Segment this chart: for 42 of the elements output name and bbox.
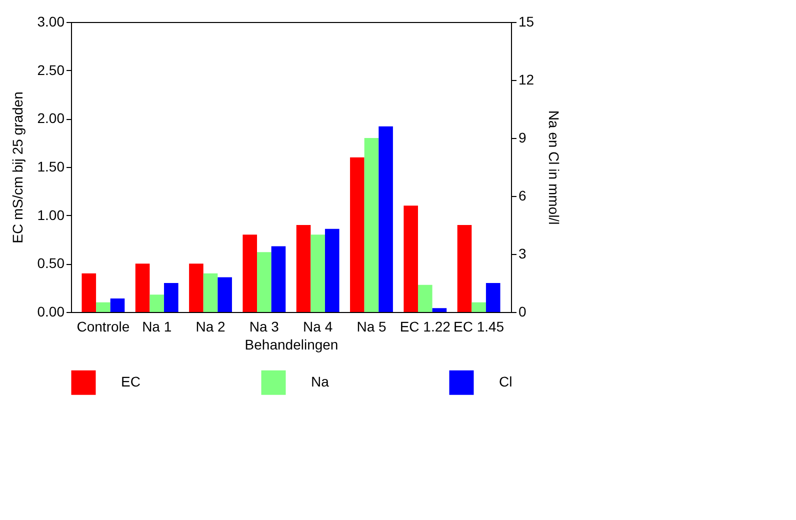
y2-tick-label: 3 bbox=[518, 246, 526, 262]
bar bbox=[82, 273, 96, 312]
x-tick-label: EC 1.22 bbox=[400, 318, 451, 334]
bar bbox=[404, 206, 418, 312]
bar bbox=[324, 228, 340, 312]
bar bbox=[418, 284, 432, 312]
x-tick-label: EC 1.45 bbox=[454, 318, 504, 334]
y-tick-label: 1.50 bbox=[37, 158, 65, 174]
bar bbox=[457, 225, 472, 312]
x-tick-label: Na 3 bbox=[249, 318, 280, 334]
bar bbox=[218, 277, 232, 312]
bar bbox=[378, 126, 393, 312]
x-tick-label: Na 5 bbox=[356, 318, 386, 334]
y-tick-label: 2.00 bbox=[37, 110, 65, 126]
y-tick-label: 2.50 bbox=[37, 62, 65, 78]
bar bbox=[164, 283, 178, 312]
legend-label: Cl bbox=[499, 374, 512, 390]
y-tick-label: 1.00 bbox=[37, 206, 65, 223]
legend-label: EC bbox=[121, 374, 140, 390]
bar bbox=[486, 283, 500, 312]
y2-tick-label: 15 bbox=[518, 14, 534, 30]
y2-tick-label: 12 bbox=[518, 72, 534, 88]
y-tick-label: 0.50 bbox=[37, 255, 65, 272]
bar bbox=[96, 302, 110, 312]
x-tick-label: Controle bbox=[76, 318, 130, 334]
bar bbox=[432, 308, 447, 312]
x-axis-title: Behandelingen bbox=[244, 336, 338, 352]
bar bbox=[271, 246, 286, 312]
y2-tick-label: 6 bbox=[518, 188, 526, 204]
legend-label: Na bbox=[311, 374, 330, 390]
bar bbox=[472, 302, 486, 312]
y2-axis-title: Na en Cl in mmol/l bbox=[546, 110, 562, 225]
y2-tick-label: 0 bbox=[518, 304, 526, 320]
x-tick-label: Na 2 bbox=[196, 318, 226, 334]
x-tick-label: Na 4 bbox=[303, 318, 333, 334]
y-tick-label: 0.00 bbox=[37, 304, 65, 320]
x-tick-label: Na 1 bbox=[142, 318, 172, 334]
y-tick-label: 3.00 bbox=[37, 14, 65, 30]
bar bbox=[110, 298, 125, 312]
y2-tick-label: 9 bbox=[518, 130, 526, 146]
y-axis-title: EC mS/cm bij 25 graden bbox=[9, 92, 26, 244]
bar bbox=[135, 264, 150, 312]
